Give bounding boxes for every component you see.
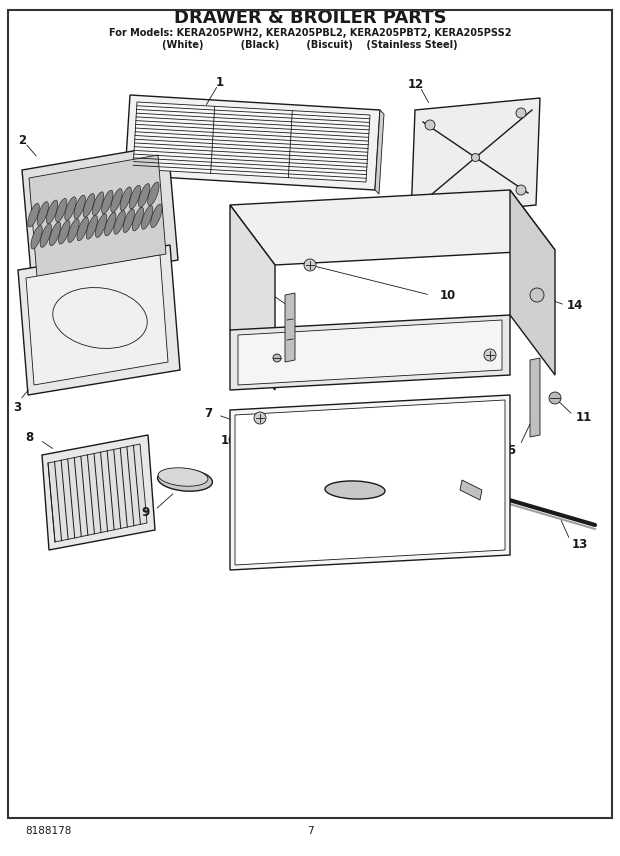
Ellipse shape bbox=[105, 212, 116, 236]
Polygon shape bbox=[29, 155, 166, 277]
Polygon shape bbox=[235, 400, 505, 565]
Polygon shape bbox=[48, 444, 147, 542]
Ellipse shape bbox=[130, 185, 141, 209]
Ellipse shape bbox=[68, 219, 79, 242]
Ellipse shape bbox=[46, 200, 58, 223]
Ellipse shape bbox=[95, 214, 107, 237]
Polygon shape bbox=[230, 315, 510, 390]
Ellipse shape bbox=[92, 192, 104, 216]
Polygon shape bbox=[22, 145, 178, 285]
Ellipse shape bbox=[148, 182, 159, 205]
Circle shape bbox=[530, 288, 544, 302]
Circle shape bbox=[549, 392, 561, 404]
Ellipse shape bbox=[141, 205, 153, 229]
Text: 1: 1 bbox=[216, 75, 224, 88]
Ellipse shape bbox=[64, 197, 76, 221]
Circle shape bbox=[484, 349, 496, 361]
Ellipse shape bbox=[111, 188, 122, 212]
Polygon shape bbox=[375, 110, 384, 194]
Polygon shape bbox=[26, 255, 168, 385]
Text: 8188178: 8188178 bbox=[25, 826, 71, 836]
Polygon shape bbox=[510, 190, 555, 375]
Ellipse shape bbox=[83, 193, 95, 217]
Polygon shape bbox=[460, 480, 482, 500]
Text: (White)           (Black)        (Biscuit)    (Stainless Steel): (White) (Black) (Biscuit) (Stainless Ste… bbox=[162, 40, 458, 50]
Ellipse shape bbox=[58, 221, 70, 244]
Ellipse shape bbox=[56, 199, 67, 222]
Ellipse shape bbox=[114, 211, 125, 235]
Circle shape bbox=[516, 185, 526, 195]
Circle shape bbox=[471, 153, 479, 162]
Text: 7: 7 bbox=[204, 407, 212, 419]
Ellipse shape bbox=[74, 195, 86, 219]
Text: DRAWER & BROILER PARTS: DRAWER & BROILER PARTS bbox=[174, 9, 446, 27]
Ellipse shape bbox=[102, 190, 113, 214]
Polygon shape bbox=[230, 205, 275, 390]
Text: 7: 7 bbox=[307, 826, 313, 836]
Polygon shape bbox=[18, 245, 180, 395]
Ellipse shape bbox=[325, 481, 385, 499]
Polygon shape bbox=[230, 190, 555, 265]
Ellipse shape bbox=[40, 223, 51, 247]
Circle shape bbox=[304, 259, 316, 271]
Text: 3: 3 bbox=[13, 401, 21, 413]
Ellipse shape bbox=[158, 467, 208, 486]
Polygon shape bbox=[42, 435, 155, 550]
Text: 6: 6 bbox=[230, 364, 238, 377]
Text: 9: 9 bbox=[142, 507, 150, 520]
Circle shape bbox=[516, 108, 526, 118]
Circle shape bbox=[425, 120, 435, 130]
Polygon shape bbox=[125, 95, 380, 190]
Text: 13: 13 bbox=[572, 538, 588, 551]
Ellipse shape bbox=[120, 187, 131, 211]
Ellipse shape bbox=[50, 222, 61, 246]
Ellipse shape bbox=[123, 209, 135, 233]
Ellipse shape bbox=[37, 202, 48, 225]
Text: 5: 5 bbox=[255, 282, 263, 295]
Text: 8: 8 bbox=[26, 431, 34, 443]
Ellipse shape bbox=[157, 469, 213, 491]
Text: 10: 10 bbox=[440, 288, 456, 301]
Circle shape bbox=[425, 197, 435, 207]
Ellipse shape bbox=[28, 204, 39, 227]
Circle shape bbox=[273, 354, 281, 362]
Text: 11: 11 bbox=[576, 411, 592, 424]
Circle shape bbox=[254, 412, 266, 424]
Text: 5: 5 bbox=[507, 443, 515, 456]
Polygon shape bbox=[285, 293, 295, 362]
Text: 10: 10 bbox=[221, 433, 237, 447]
Polygon shape bbox=[411, 98, 540, 217]
Polygon shape bbox=[530, 358, 540, 437]
Ellipse shape bbox=[132, 207, 144, 231]
Text: 4: 4 bbox=[337, 211, 345, 224]
Text: For Models: KERA205PWH2, KERA205PBL2, KERA205PBT2, KERA205PSS2: For Models: KERA205PWH2, KERA205PBL2, KE… bbox=[108, 28, 511, 38]
Polygon shape bbox=[230, 395, 510, 570]
Polygon shape bbox=[238, 320, 502, 385]
Ellipse shape bbox=[86, 216, 97, 239]
Text: 2: 2 bbox=[18, 134, 26, 146]
Ellipse shape bbox=[77, 217, 89, 241]
Text: 14: 14 bbox=[567, 299, 583, 312]
Polygon shape bbox=[133, 102, 370, 182]
Ellipse shape bbox=[151, 204, 162, 228]
Ellipse shape bbox=[138, 184, 150, 207]
Ellipse shape bbox=[31, 225, 42, 249]
Text: eReplacementParts.com: eReplacementParts.com bbox=[242, 425, 378, 435]
Text: 12: 12 bbox=[408, 78, 424, 91]
